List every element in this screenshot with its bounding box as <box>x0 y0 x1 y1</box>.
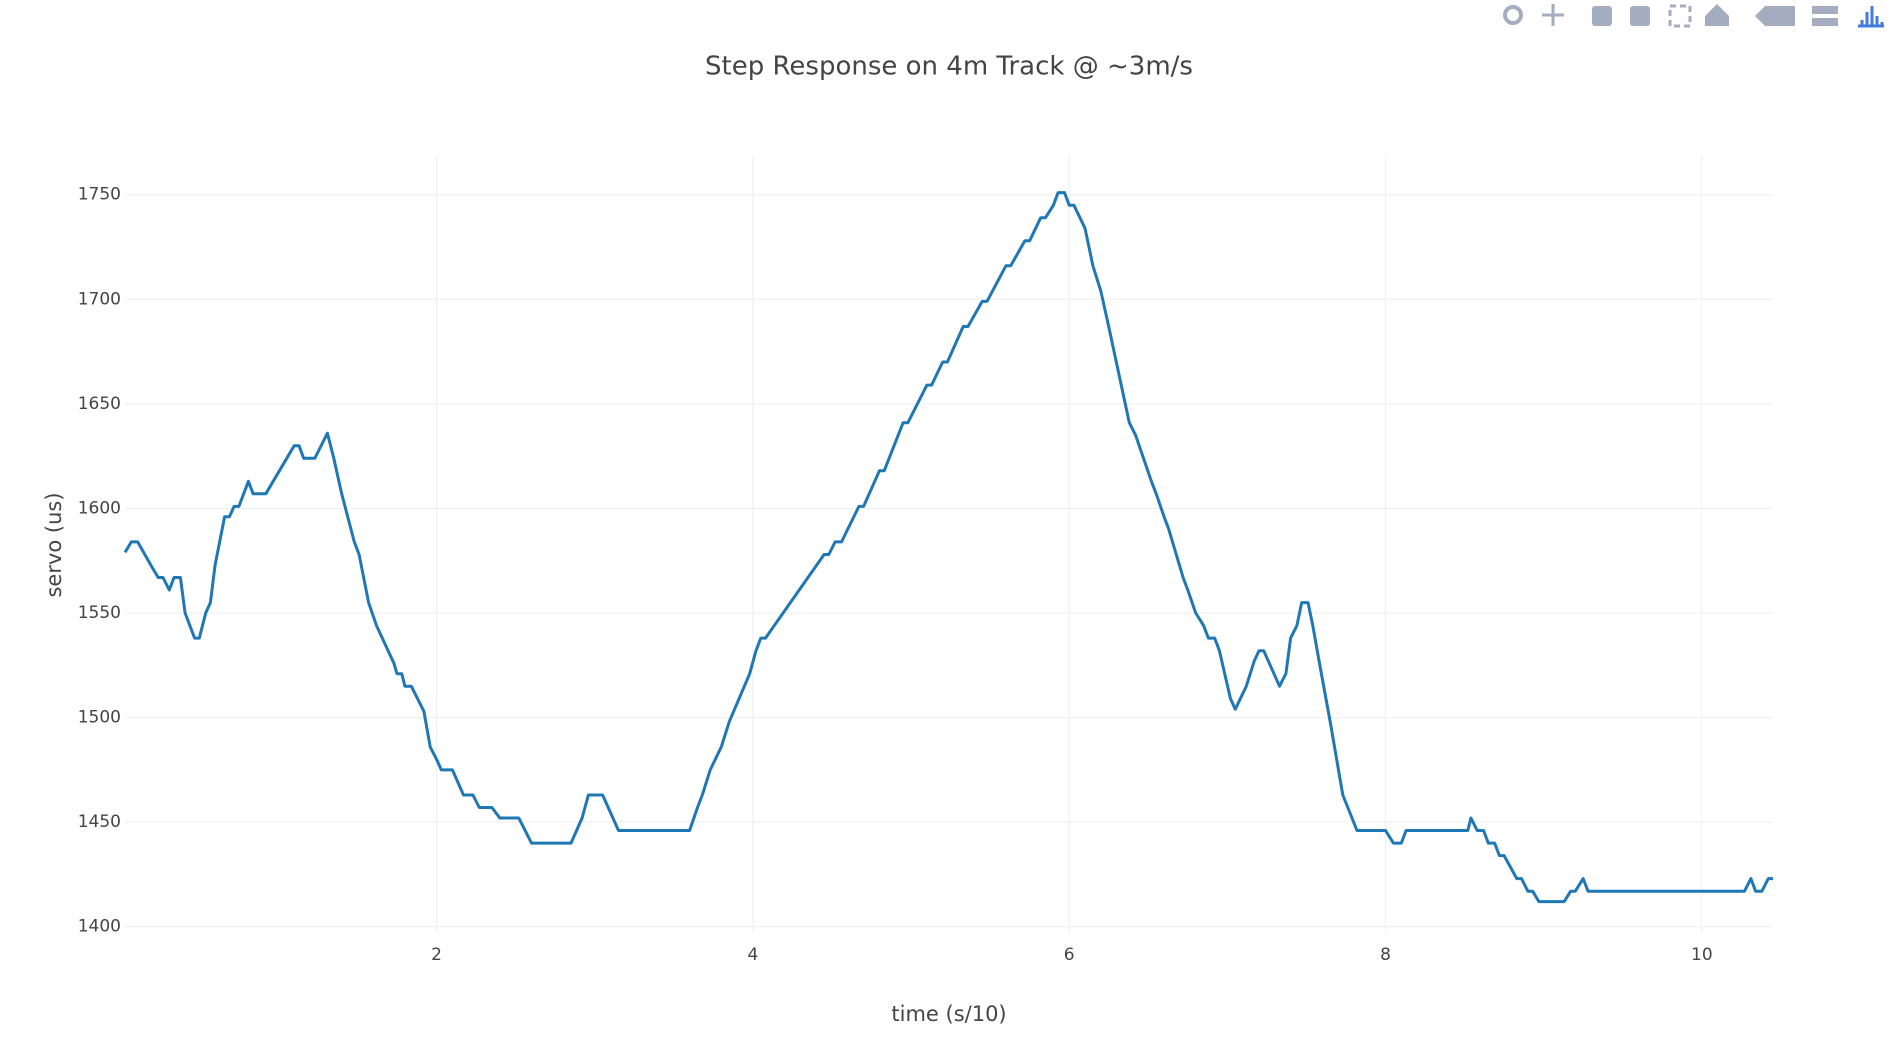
zoom-button[interactable] <box>1503 5 1523 25</box>
y-tick-label: 1750 <box>78 185 121 205</box>
y-tick-label: 1450 <box>78 812 121 832</box>
autoscale-button[interactable] <box>1668 4 1692 28</box>
y-tick-label: 1700 <box>78 289 121 309</box>
reset-button[interactable] <box>1705 4 1729 26</box>
hover-compare-button[interactable] <box>1812 6 1838 26</box>
y-tick-label: 1650 <box>78 394 121 414</box>
x-tick-label: 4 <box>747 945 758 965</box>
x-tick-label: 10 <box>1691 945 1713 965</box>
pan-button[interactable] <box>1542 4 1564 26</box>
y-tick-label: 1400 <box>78 917 121 937</box>
x-axis-label: time (s/10) <box>891 1002 1006 1026</box>
chart-title: Step Response on 4m Track @ ~3m/s <box>705 52 1193 82</box>
y-tick-label: 1500 <box>78 708 121 728</box>
data-line <box>123 191 1773 904</box>
plotly-logo[interactable] <box>1858 6 1884 28</box>
y-tick-label: 1600 <box>78 498 121 518</box>
x-tick-label: 2 <box>431 945 442 965</box>
x-tick-label: 6 <box>1064 945 1075 965</box>
zoom-in-button[interactable] <box>1592 6 1612 26</box>
y-tick-label: 1550 <box>78 603 121 623</box>
zoom-out-button[interactable] <box>1630 6 1650 26</box>
y-axis-label: servo (us) <box>42 492 66 597</box>
x-tick-label: 8 <box>1380 945 1391 965</box>
hover-closest-button[interactable] <box>1755 6 1795 26</box>
modebar <box>1503 4 1884 28</box>
